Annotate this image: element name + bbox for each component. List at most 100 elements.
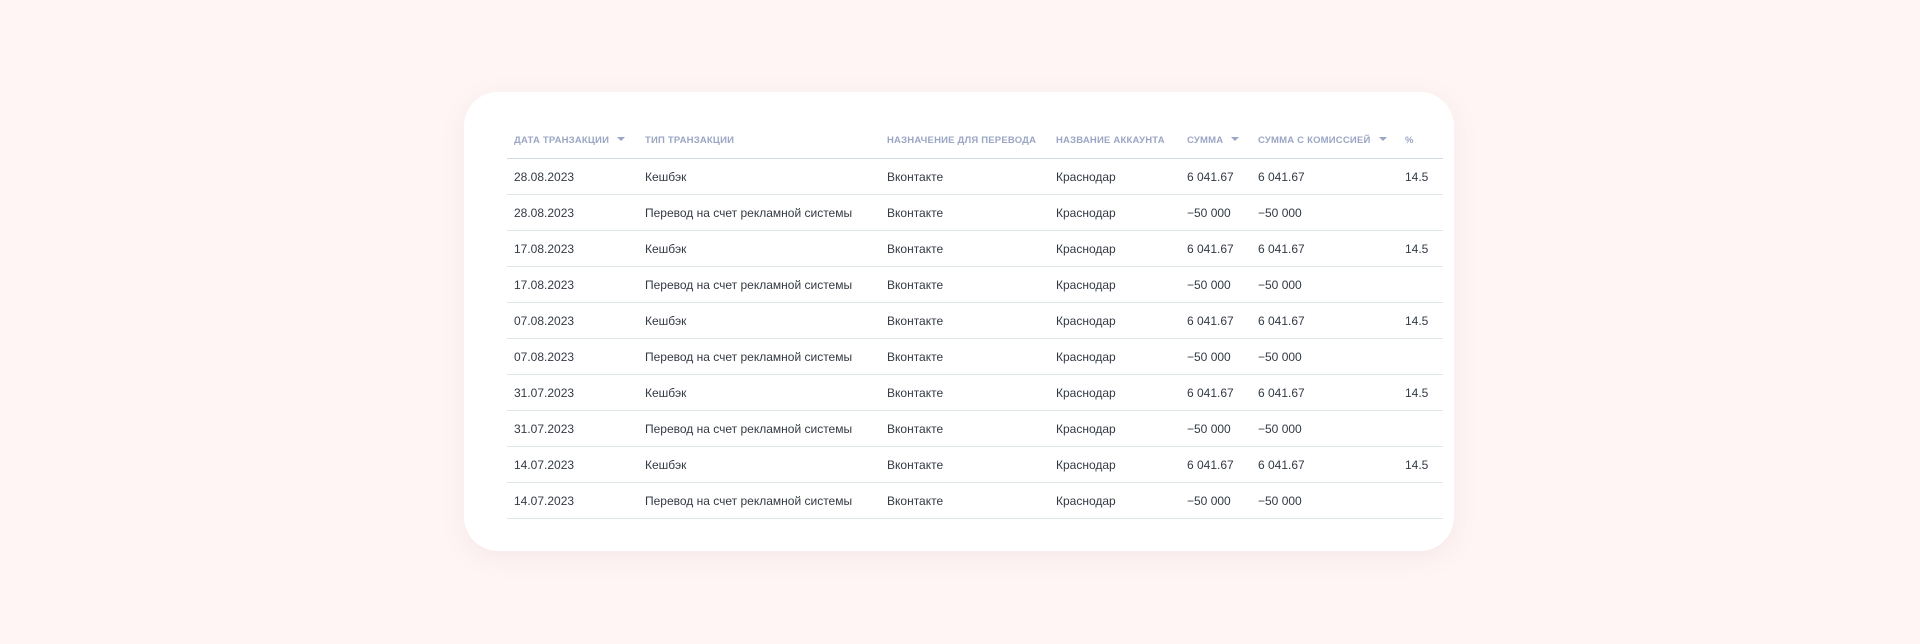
cell-percent: 14.5	[1398, 374, 1443, 411]
cell-purpose: Вконтакте	[880, 302, 1049, 339]
table-row: 31.07.2023 Перевод на счет рекламной сис…	[507, 410, 1443, 447]
table-row: 28.08.2023 Кешбэк Вконтакте Краснодар 6 …	[507, 158, 1443, 195]
cell-type: Кешбэк	[638, 230, 880, 267]
transactions-table: Дата транзакции Тип транзакции Назначени…	[507, 122, 1443, 519]
cell-percent: 14.5	[1398, 302, 1443, 339]
cell-amount-fee: −50 000	[1251, 194, 1398, 231]
cell-date: 14.07.2023	[507, 482, 638, 519]
cell-amount: 6 041.67	[1180, 230, 1251, 267]
cell-type: Перевод на счет рекламной системы	[638, 266, 880, 303]
cell-type: Перевод на счет рекламной системы	[638, 410, 880, 447]
cell-date: 17.08.2023	[507, 266, 638, 303]
cell-account: Краснодар	[1049, 446, 1180, 483]
cell-type: Перевод на счет рекламной системы	[638, 338, 880, 375]
table-row: 14.07.2023 Перевод на счет рекламной сис…	[507, 482, 1443, 519]
cell-amount-fee: 6 041.67	[1251, 374, 1398, 411]
column-header-label: Назначение для перевода	[887, 134, 1037, 146]
cell-purpose: Вконтакте	[880, 338, 1049, 375]
cell-date: 28.08.2023	[507, 158, 638, 195]
cell-date: 14.07.2023	[507, 446, 638, 483]
column-header-label: Сумма	[1187, 134, 1224, 146]
cell-amount-fee: 6 041.67	[1251, 446, 1398, 483]
cell-type: Кешбэк	[638, 446, 880, 483]
cell-account: Краснодар	[1049, 158, 1180, 195]
cell-percent	[1398, 410, 1443, 447]
caret-down-icon	[617, 136, 626, 141]
cell-purpose: Вконтакте	[880, 158, 1049, 195]
cell-amount-fee: −50 000	[1251, 410, 1398, 447]
cell-purpose: Вконтакте	[880, 482, 1049, 519]
caret-down-icon	[1378, 136, 1387, 141]
cell-amount: 6 041.67	[1180, 302, 1251, 339]
cell-percent	[1398, 338, 1443, 375]
table-row: 31.07.2023 Кешбэк Вконтакте Краснодар 6 …	[507, 374, 1443, 411]
cell-account: Краснодар	[1049, 374, 1180, 411]
column-header-label: Тип транзакции	[645, 134, 735, 146]
cell-amount: 6 041.67	[1180, 374, 1251, 411]
cell-date: 07.08.2023	[507, 338, 638, 375]
cell-amount: 6 041.67	[1180, 446, 1251, 483]
table-row: 14.07.2023 Кешбэк Вконтакте Краснодар 6 …	[507, 446, 1443, 483]
cell-purpose: Вконтакте	[880, 266, 1049, 303]
cell-percent	[1398, 266, 1443, 303]
cell-percent	[1398, 194, 1443, 231]
column-header-purpose: Назначение для перевода	[880, 122, 1049, 159]
cell-amount-fee: −50 000	[1251, 482, 1398, 519]
column-header-label: %	[1405, 134, 1414, 146]
cell-date: 31.07.2023	[507, 374, 638, 411]
column-header-amount-fee[interactable]: Сумма с комиссией	[1251, 122, 1398, 159]
cell-account: Краснодар	[1049, 338, 1180, 375]
cell-type: Перевод на счет рекламной системы	[638, 482, 880, 519]
caret-down-icon	[1231, 136, 1240, 141]
cell-type: Кешбэк	[638, 302, 880, 339]
cell-amount-fee: 6 041.67	[1251, 302, 1398, 339]
cell-amount-fee: −50 000	[1251, 338, 1398, 375]
cell-amount: 6 041.67	[1180, 158, 1251, 195]
cell-date: 07.08.2023	[507, 302, 638, 339]
table-row: 28.08.2023 Перевод на счет рекламной сис…	[507, 194, 1443, 231]
cell-percent: 14.5	[1398, 158, 1443, 195]
cell-amount-fee: −50 000	[1251, 266, 1398, 303]
table-row: 17.08.2023 Кешбэк Вконтакте Краснодар 6 …	[507, 230, 1443, 267]
cell-account: Краснодар	[1049, 194, 1180, 231]
cell-amount: −50 000	[1180, 194, 1251, 231]
cell-purpose: Вконтакте	[880, 230, 1049, 267]
cell-purpose: Вконтакте	[880, 446, 1049, 483]
cell-type: Кешбэк	[638, 158, 880, 195]
cell-amount: −50 000	[1180, 482, 1251, 519]
column-header-label: Дата транзакции	[514, 134, 610, 146]
column-header-percent: %	[1398, 122, 1443, 159]
cell-amount-fee: 6 041.67	[1251, 230, 1398, 267]
column-header-amount[interactable]: Сумма	[1180, 122, 1251, 159]
cell-date: 28.08.2023	[507, 194, 638, 231]
cell-amount: −50 000	[1180, 410, 1251, 447]
cell-purpose: Вконтакте	[880, 194, 1049, 231]
cell-percent	[1398, 482, 1443, 519]
cell-account: Краснодар	[1049, 410, 1180, 447]
cell-type: Перевод на счет рекламной системы	[638, 194, 880, 231]
cell-percent: 14.5	[1398, 230, 1443, 267]
cell-amount: −50 000	[1180, 338, 1251, 375]
cell-amount: −50 000	[1180, 266, 1251, 303]
table-row: 07.08.2023 Кешбэк Вконтакте Краснодар 6 …	[507, 302, 1443, 339]
cell-account: Краснодар	[1049, 230, 1180, 267]
table-header-row: Дата транзакции Тип транзакции Назначени…	[507, 122, 1443, 159]
column-header-label: Название аккаунта	[1056, 134, 1165, 146]
cell-account: Краснодар	[1049, 302, 1180, 339]
cell-account: Краснодар	[1049, 482, 1180, 519]
transactions-card: Дата транзакции Тип транзакции Назначени…	[464, 92, 1454, 551]
cell-account: Краснодар	[1049, 266, 1180, 303]
cell-percent: 14.5	[1398, 446, 1443, 483]
cell-purpose: Вконтакте	[880, 374, 1049, 411]
column-header-account: Название аккаунта	[1049, 122, 1180, 159]
column-header-date[interactable]: Дата транзакции	[507, 122, 638, 159]
cell-date: 17.08.2023	[507, 230, 638, 267]
column-header-type: Тип транзакции	[638, 122, 880, 159]
table-row: 07.08.2023 Перевод на счет рекламной сис…	[507, 338, 1443, 375]
cell-date: 31.07.2023	[507, 410, 638, 447]
cell-purpose: Вконтакте	[880, 410, 1049, 447]
column-header-label: Сумма с комиссией	[1258, 134, 1371, 146]
table-row: 17.08.2023 Перевод на счет рекламной сис…	[507, 266, 1443, 303]
cell-type: Кешбэк	[638, 374, 880, 411]
cell-amount-fee: 6 041.67	[1251, 158, 1398, 195]
